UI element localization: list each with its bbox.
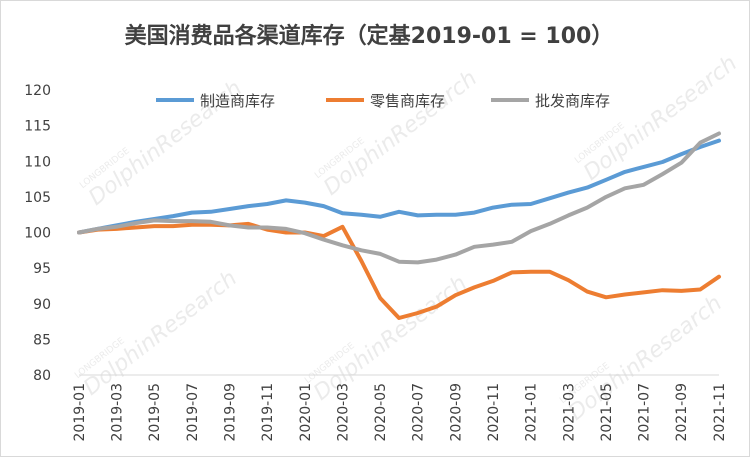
legend-label: 零售商库存 — [370, 92, 445, 110]
x-tick-label: 2019-01 — [72, 383, 88, 442]
x-tick-label: 2019-09 — [222, 383, 238, 442]
x-tick-label: 2020-11 — [486, 383, 502, 442]
x-tick-label: 2019-07 — [185, 383, 201, 442]
x-tick-label: 2019-11 — [260, 383, 276, 442]
watermark-name: DolphinResearch — [319, 66, 482, 201]
watermark-name: DolphinResearch — [79, 266, 242, 401]
legend-item: 批发商库存 — [491, 92, 610, 110]
x-tick-label: 2021-11 — [712, 383, 728, 442]
y-tick-label: 85 — [33, 332, 51, 348]
x-tick-label: 2021-03 — [561, 383, 577, 442]
x-tick-label: 2020-01 — [298, 383, 314, 442]
legend-item: 制造商库存 — [156, 92, 275, 110]
x-tick-label: 2020-07 — [411, 383, 427, 442]
series-line-0 — [77, 138, 721, 235]
x-tick-label: 2019-03 — [110, 383, 126, 442]
series-line-2 — [77, 131, 721, 265]
y-tick-label: 105 — [24, 190, 51, 206]
legend: 制造商库存 零售商库存 批发商库存 — [156, 92, 610, 110]
x-tick-label: 2021-09 — [674, 383, 690, 442]
x-tick-label: 2020-09 — [448, 383, 464, 442]
x-tick-label: 2021-05 — [599, 383, 615, 442]
x-tick-label: 2020-03 — [335, 383, 351, 442]
watermark-name: DolphinResearch — [579, 51, 742, 186]
y-tick-label: 100 — [24, 226, 51, 242]
x-axis: 2019-01 2019-03 2019-05 2019-07 2019-09 2019-… — [72, 374, 728, 442]
chart-title: 美国消费品各渠道库存（定基2019-01 = 100） — [125, 23, 614, 49]
series-line-1 — [77, 221, 721, 320]
legend-label: 批发商库存 — [535, 92, 610, 110]
legend-item: 零售商库存 — [326, 92, 445, 110]
y-tick-label: 110 — [24, 154, 51, 170]
x-tick-label: 2021-07 — [637, 383, 653, 442]
x-tick-label: 2021-01 — [524, 383, 540, 442]
y-tick-label: 115 — [24, 119, 51, 135]
y-tick-label: 80 — [33, 368, 51, 384]
y-tick-label: 120 — [24, 83, 51, 99]
y-tick-label: 95 — [33, 261, 51, 277]
series-layer — [77, 131, 721, 320]
y-tick-label: 90 — [33, 297, 51, 313]
y-axis: 80 85 90 95 100 105 110 115 120 — [24, 83, 51, 384]
x-tick-label: 2019-05 — [147, 383, 163, 442]
legend-label: 制造商库存 — [200, 92, 275, 110]
x-tick-label: 2020-05 — [373, 383, 389, 442]
